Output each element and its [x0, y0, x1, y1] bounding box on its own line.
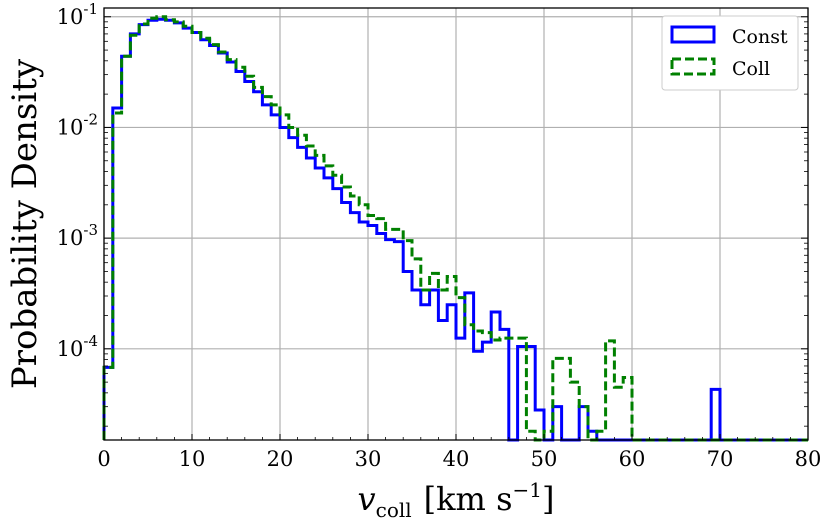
- legend-swatch-const: [670, 25, 716, 44]
- x-tick-label: 30: [355, 447, 382, 471]
- x-axis-label-unit-exp: −1: [512, 478, 541, 502]
- x-tick-label: 50: [531, 447, 558, 471]
- x-tick-label: 60: [619, 447, 646, 471]
- y-tick-label: 10-4: [57, 332, 98, 361]
- y-tick-label: 10-3: [57, 221, 98, 250]
- x-axis-label-var: v: [358, 480, 376, 518]
- series-coll-line: [102, 15, 808, 442]
- x-tick-label: 40: [443, 447, 470, 471]
- x-axis-label-unit-close: ]: [542, 480, 554, 518]
- x-tick-label: 80: [795, 447, 822, 471]
- x-tick-label: 20: [267, 447, 294, 471]
- legend-swatch-coll: [670, 57, 716, 76]
- x-tick-label: 0: [97, 447, 110, 471]
- x-axis-label-sub: coll: [376, 498, 412, 522]
- legend: Const Coll: [661, 15, 799, 91]
- legend-label-const: Const: [732, 26, 788, 48]
- legend-box: [661, 15, 799, 91]
- legend-label-coll: Coll: [732, 58, 770, 80]
- x-axis-label: vcoll [km s−1]: [358, 478, 555, 522]
- x-tick-label: 70: [707, 447, 734, 471]
- y-tick-label: 10-2: [57, 110, 98, 139]
- axis-ticks: 0 10 20 30 40 50 60 70 80 10-1 10-2 10-3 10-4: [57, 0, 822, 471]
- y-axis-label: Probability Density: [5, 58, 45, 389]
- x-axis-label-unit: [km s: [424, 480, 513, 518]
- x-tick-label: 10: [179, 447, 206, 471]
- y-tick-label: 10-1: [57, 0, 98, 29]
